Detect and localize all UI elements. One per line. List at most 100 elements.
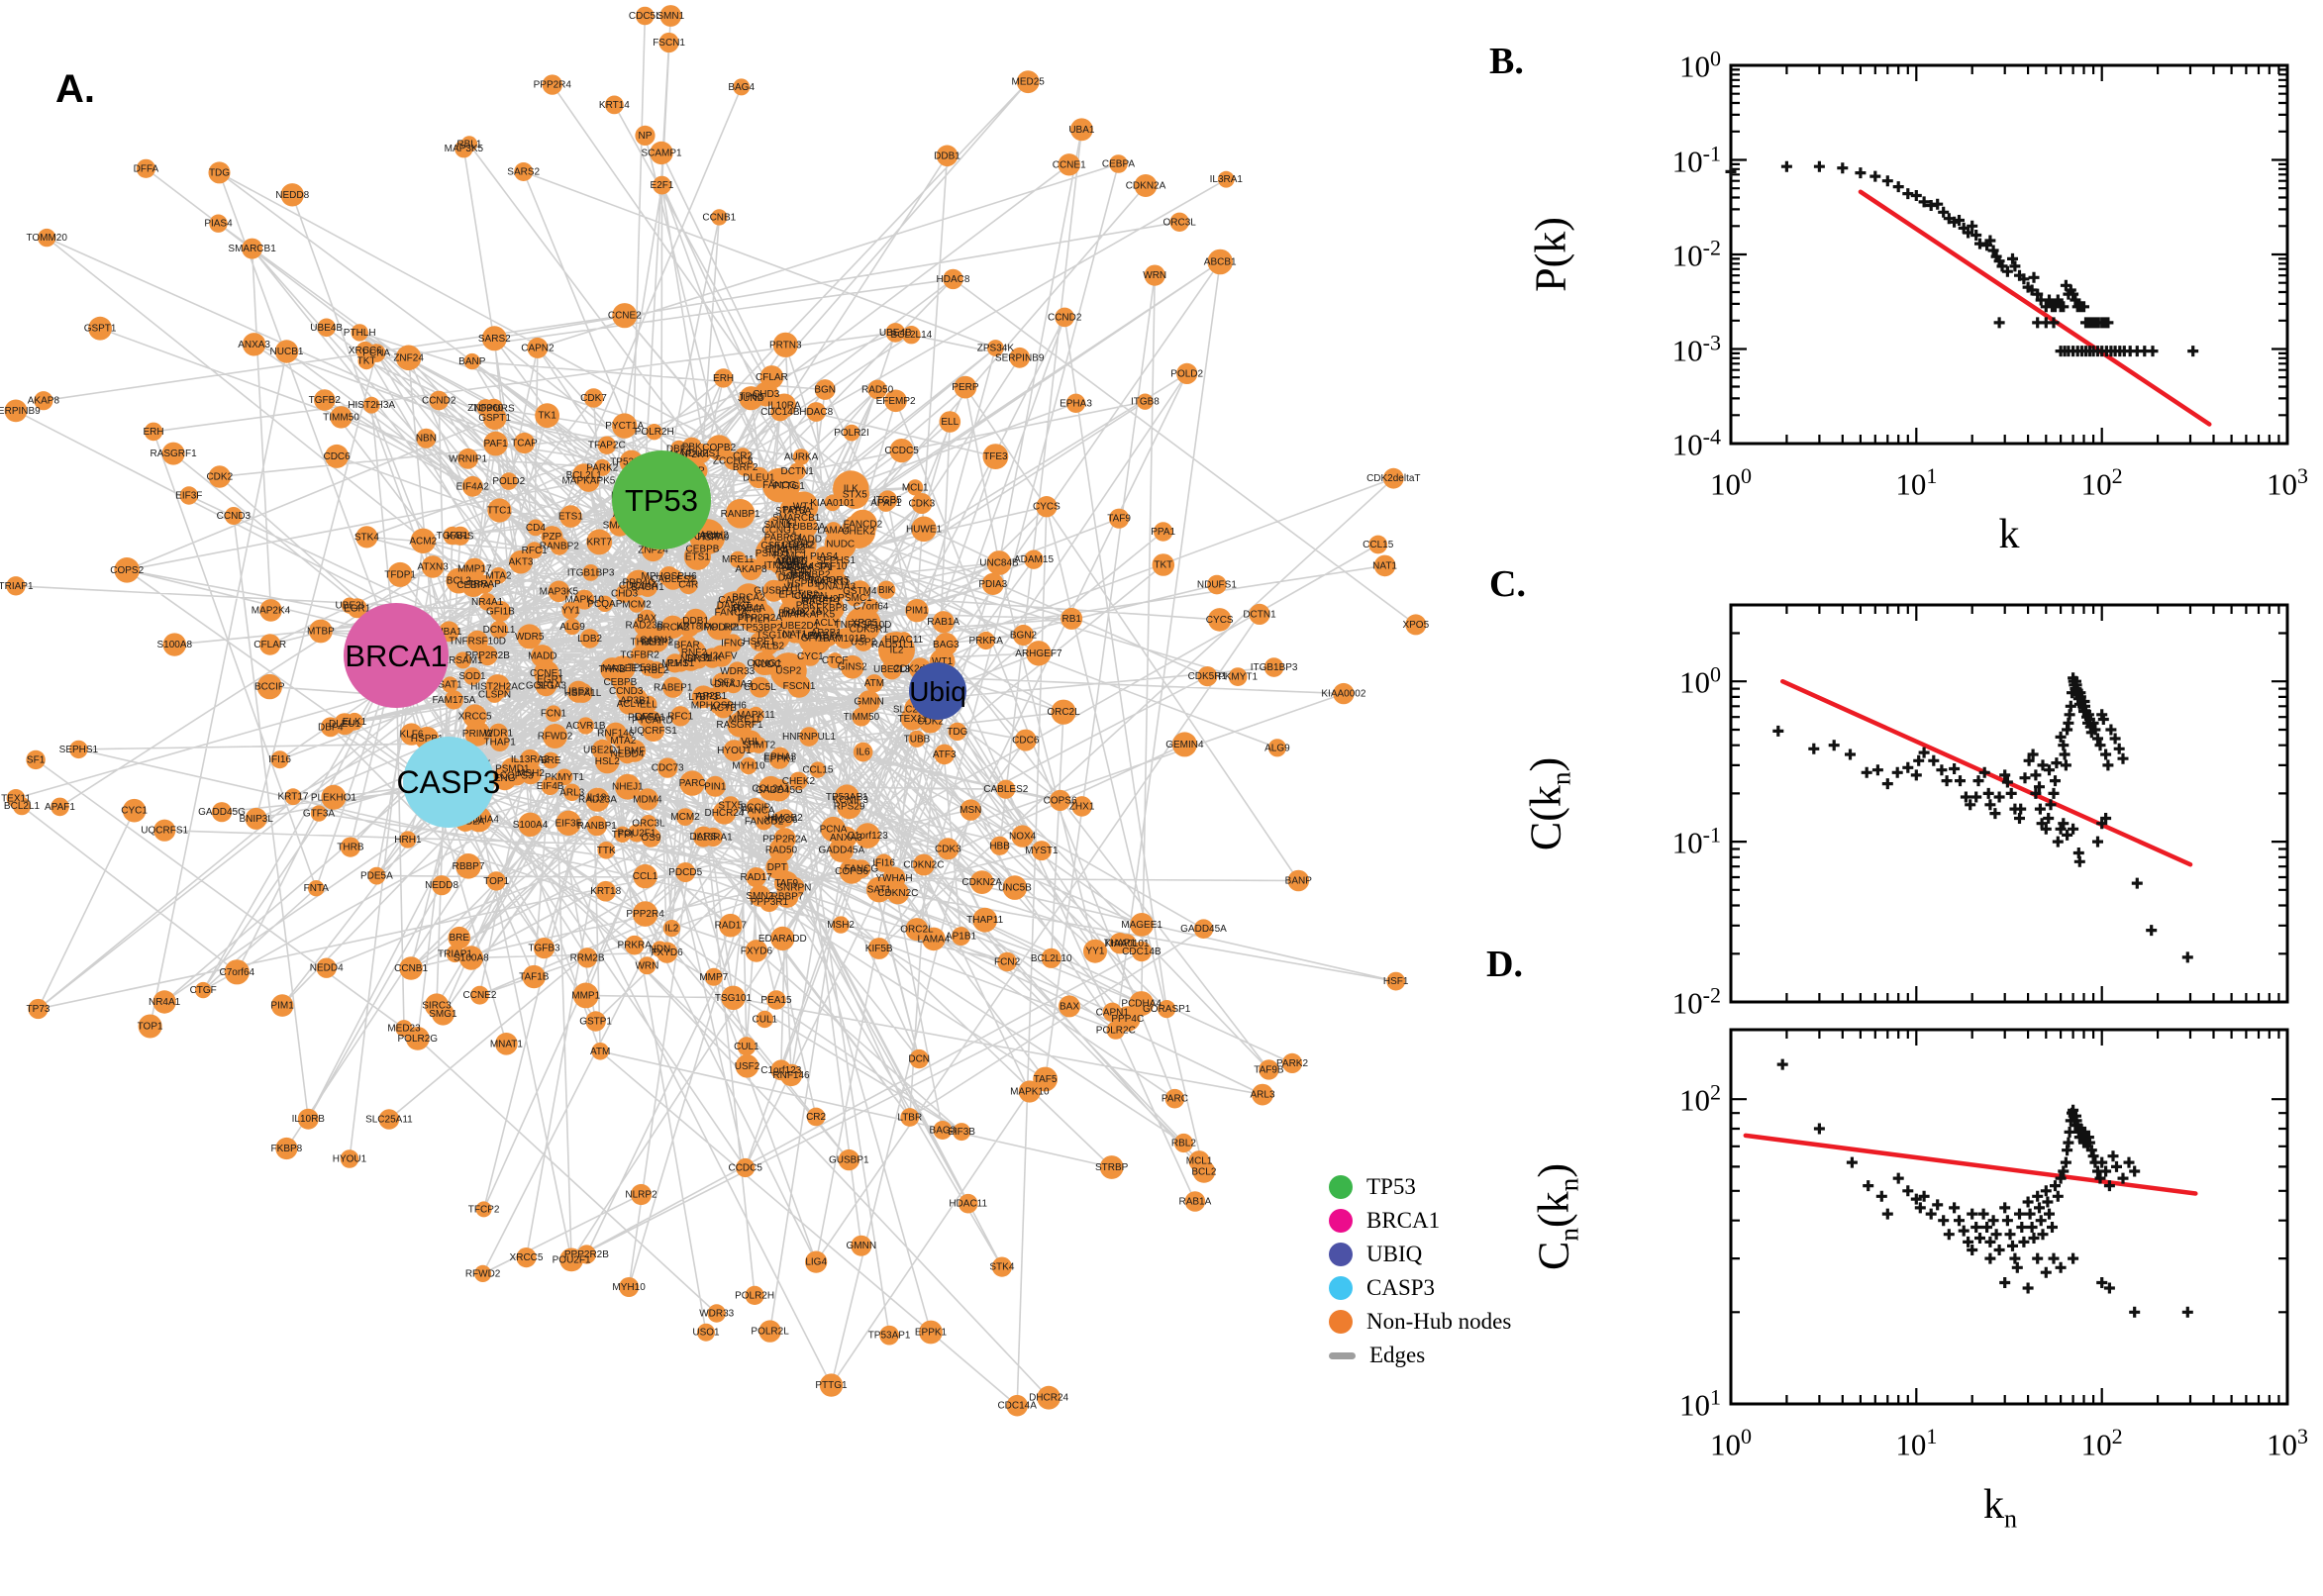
network-node-label: TNFRSF10D (835, 620, 892, 631)
network-node (789, 771, 808, 790)
network-node (1002, 875, 1028, 900)
network-node-label: ABCB1 (1204, 257, 1237, 268)
network-node (706, 435, 733, 461)
axis-ticks (1729, 1030, 2289, 1406)
network-node (640, 695, 657, 713)
network-node (488, 723, 508, 744)
network-node-label: SCAMP1 (641, 149, 682, 159)
network-node-label: CCND2 (1048, 312, 1082, 323)
panel-c-letter: C. (1489, 563, 1526, 605)
network-node (1171, 732, 1197, 757)
network-node-label: CEBPA (1102, 159, 1135, 170)
network-node (26, 749, 46, 770)
network-node (632, 901, 658, 927)
network-node (424, 993, 450, 1018)
network-node-label: PIAS4 (810, 551, 839, 562)
network-node-label: TUBB (904, 734, 931, 745)
network-node (586, 529, 613, 555)
network-node-label: HMGB2 (767, 813, 803, 824)
network-node (728, 592, 763, 627)
network-node-label: PKMYT1 (545, 772, 584, 783)
network-node (737, 1037, 757, 1056)
network-node (858, 690, 880, 714)
network-node-label: KIF5B (865, 944, 893, 954)
network-node (976, 631, 995, 650)
network-node (367, 866, 386, 885)
network-node-label: PSMD1 (756, 549, 790, 559)
network-node (1207, 249, 1233, 275)
network-node (280, 183, 304, 207)
network-node-label: RAD17 (715, 921, 748, 932)
network-node (1228, 667, 1248, 686)
network-node-label: SARS2 (478, 334, 511, 345)
network-node (355, 341, 374, 360)
network-node (211, 802, 233, 823)
network-node (879, 1325, 899, 1346)
network-node-label: BAX (637, 614, 656, 625)
network-node (464, 721, 491, 747)
network-node-label: CYCS (1033, 502, 1060, 513)
network-node (571, 463, 596, 487)
network-node-label: CDKN2A (961, 877, 1002, 888)
network-node-label: ITGB1BP3 (1251, 662, 1298, 673)
network-node-label: POLR2G (398, 1034, 439, 1045)
network-node-label: CYC1 (121, 806, 148, 817)
network-node-label: RPS29 (834, 802, 865, 813)
network-node-label: PDCD5 (668, 867, 702, 878)
network-node-label: EIF3B (948, 1127, 975, 1138)
network-node (900, 1108, 920, 1127)
network-node-label: CCNE1 (1053, 159, 1086, 170)
network-node-label: NDUFS1 (681, 449, 721, 459)
network-node (688, 648, 709, 669)
network-node (509, 549, 533, 574)
network-node-label: EIF3F (175, 491, 202, 502)
network-node (572, 682, 593, 703)
network-node-label: MTBP (307, 627, 335, 638)
network-node-label: IFI16 (872, 858, 895, 869)
network-node-label: GUSBP1 (754, 586, 794, 597)
network-node-label: C1orf123 (760, 1065, 802, 1076)
network-node-label: POLD2 (492, 476, 525, 487)
network-node-label: HMGB2 (769, 542, 805, 552)
network-node (489, 620, 509, 640)
network-node-label: ATF3 (933, 749, 957, 760)
network-node-label: TFE3 (983, 451, 1008, 462)
network-node-label: ETS1 (558, 512, 583, 523)
network-node-label: HSF1 (1383, 976, 1409, 987)
panel-b-letter: B. (1489, 41, 1524, 82)
network-node-label: USF2 (710, 678, 736, 689)
network-node (310, 805, 328, 822)
legend-row-tp53: TP53 (1329, 1170, 1511, 1204)
network-node (224, 959, 250, 985)
network-node-label: HSPA1L (564, 688, 602, 699)
network-node-label: PCDHA4 (1121, 999, 1162, 1010)
network-node-label: CTCF (694, 532, 721, 543)
network-node (952, 927, 970, 947)
network-node (615, 773, 641, 800)
network-node-label: ALG9 (559, 622, 585, 633)
network-node (1368, 535, 1388, 554)
network-node-label: TOPORS (808, 575, 850, 586)
network-node-label: DDB1 (682, 616, 709, 627)
network-node-label: EIF3F (555, 818, 581, 829)
network-node-label: MMP1 (571, 990, 600, 1001)
network-node-label: RANBP2 (540, 542, 579, 552)
network-node-label: POLD2 (1170, 368, 1203, 379)
legend-row-nonhub: Non-Hub nodes (1329, 1305, 1511, 1339)
y-axis-title-C: C(kn) (1521, 756, 1576, 851)
network-node (1267, 739, 1286, 757)
network-node (960, 799, 981, 821)
network-node-label: GOLGA3 (526, 681, 567, 692)
network-node-label: XPO5 (852, 618, 878, 629)
scatter-points (1776, 1058, 2193, 1318)
network-node-label: TNFRSF10D (449, 637, 506, 648)
network-node (703, 827, 723, 848)
network-node (740, 757, 758, 775)
network-node-label: COPS6 (1044, 795, 1077, 806)
legend-label: UBIQ (1366, 1242, 1423, 1266)
network-node-label: TDG (209, 167, 230, 178)
x-tick-label-D: 103 (2267, 1424, 2308, 1462)
network-node (490, 567, 507, 584)
network-node-label: C7orf64 (854, 602, 889, 613)
network-node-label: USO1 (692, 1328, 720, 1339)
